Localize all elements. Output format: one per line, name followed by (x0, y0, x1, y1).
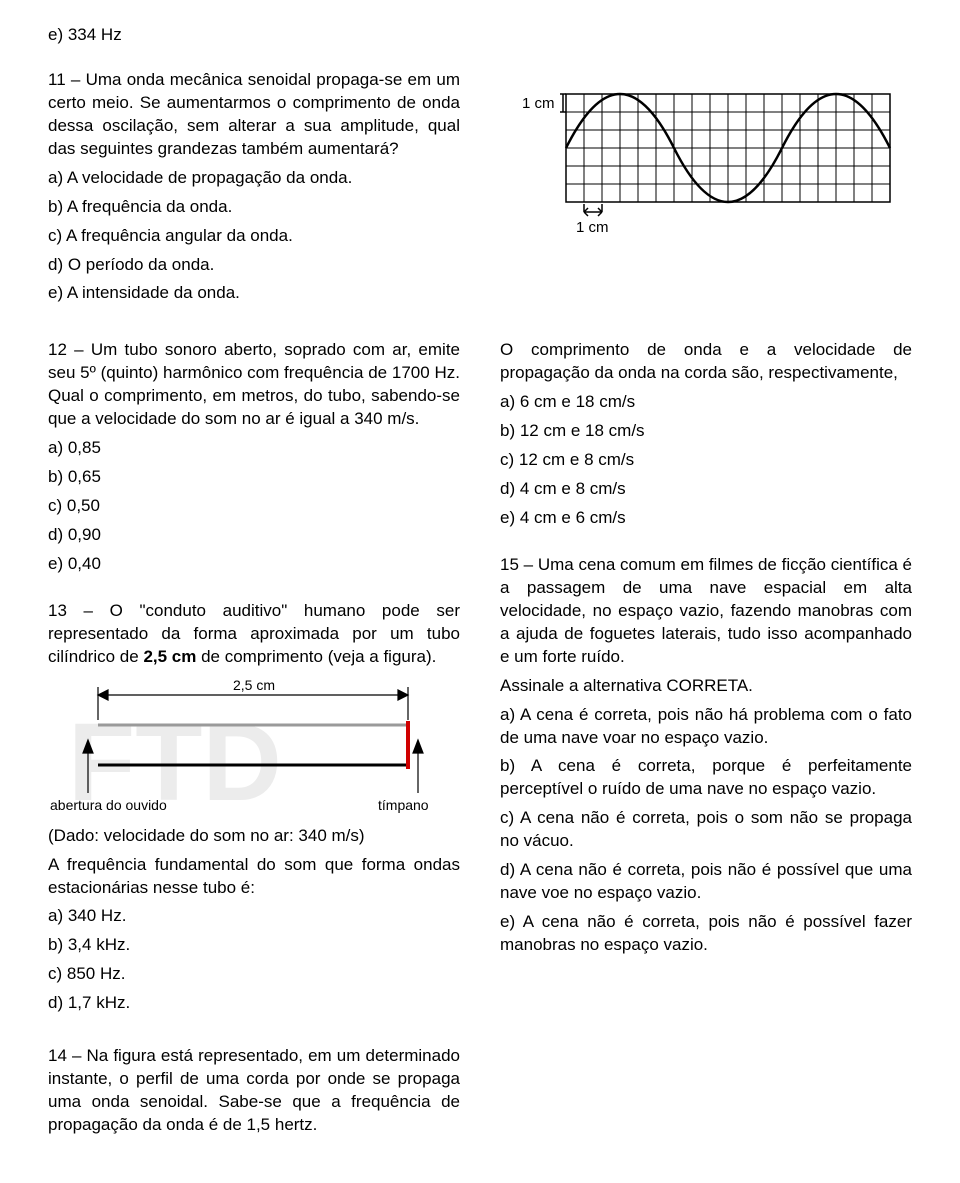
q11-option-a: a) A velocidade de propagação da onda. (48, 167, 460, 190)
q11-option-d: d) O período da onda. (48, 254, 460, 277)
q11-stem: 11 – Uma onda mecânica senoidal propaga-… (48, 69, 460, 161)
q12-option-e: e) 0,40 (48, 553, 460, 576)
q12-option-d: d) 0,90 (48, 524, 460, 547)
q15-option-c: c) A cena não é correta, pois o som não … (500, 807, 912, 853)
q13-option-a: a) 340 Hz. (48, 905, 460, 928)
q15-option-e: e) A cena não é correta, pois não é poss… (500, 911, 912, 957)
q14-option-b: b) 12 cm e 18 cm/s (500, 420, 912, 443)
q12-stem: 12 – Um tubo sonoro aberto, soprado com … (48, 339, 460, 431)
wave-label-y: 1 cm (522, 95, 555, 112)
q11-option-b: b) A frequência da onda. (48, 196, 460, 219)
top-left-column: e) 334 Hz 11 – Uma onda mecânica senoida… (48, 24, 460, 311)
bottom-row: 12 – Um tubo sonoro aberto, soprado com … (48, 339, 912, 1021)
q13-dado: (Dado: velocidade do som no ar: 340 m/s) (48, 825, 460, 848)
q15-stem: 15 – Uma cena comum em filmes de ficção … (500, 554, 912, 669)
q13-stem2: A frequência fundamental do som que form… (48, 854, 460, 900)
ear-fig-left-label: abertura do ouvido (50, 797, 167, 813)
q12-option-b: b) 0,65 (48, 466, 460, 489)
right-column: O comprimento de onda e a velocidade de … (500, 339, 912, 1021)
q14-option-d: d) 4 cm e 8 cm/s (500, 478, 912, 501)
ear-fig-right-label: tímpano (378, 797, 429, 813)
q15-option-d: d) A cena não é correta, pois não é poss… (500, 859, 912, 905)
q13-option-b: b) 3,4 kHz. (48, 934, 460, 957)
q14-option-e: e) 4 cm e 6 cm/s (500, 507, 912, 530)
q14-stem-block: 14 – Na figura está representado, em um … (48, 1045, 480, 1137)
q13-stem: 13 – O "conduto auditivo" humano pode se… (48, 600, 460, 669)
q14-stem: 14 – Na figura está representado, em um … (48, 1045, 460, 1137)
page: e) 334 Hz 11 – Uma onda mecânica senoida… (0, 0, 960, 1183)
left-column: 12 – Um tubo sonoro aberto, soprado com … (48, 339, 460, 1021)
ear-fig-length: 2,5 cm (233, 677, 275, 693)
ear-tube-diagram: FTD 2,5 cm (48, 675, 448, 825)
q15-assinale: Assinale a alternativa CORRETA. (500, 675, 912, 698)
q13-option-c: c) 850 Hz. (48, 963, 460, 986)
q14-option-a: a) 6 cm e 18 cm/s (500, 391, 912, 414)
q13-option-d: d) 1,7 kHz. (48, 992, 460, 1015)
q15-option-a: a) A cena é correta, pois não há problem… (500, 704, 912, 750)
q11-option-e: e) A intensidade da onda. (48, 282, 460, 305)
q15-option-b: b) A cena é correta, porque é perfeitame… (500, 755, 912, 801)
wave-label-x: 1 cm (576, 219, 609, 236)
q14-option-c: c) 12 cm e 8 cm/s (500, 449, 912, 472)
q12-option-c: c) 0,50 (48, 495, 460, 518)
q14-intro: O comprimento de onda e a velocidade de … (500, 339, 912, 385)
q11-option-c: c) A frequência angular da onda. (48, 225, 460, 248)
q12-option-a: a) 0,85 (48, 437, 460, 460)
top-row: e) 334 Hz 11 – Uma onda mecânica senoida… (48, 24, 912, 311)
q10-option-e: e) 334 Hz (48, 24, 460, 47)
top-right-column: 1 cm 1 cm (500, 24, 912, 311)
wave-grid-diagram: 1 cm 1 cm (516, 84, 896, 254)
